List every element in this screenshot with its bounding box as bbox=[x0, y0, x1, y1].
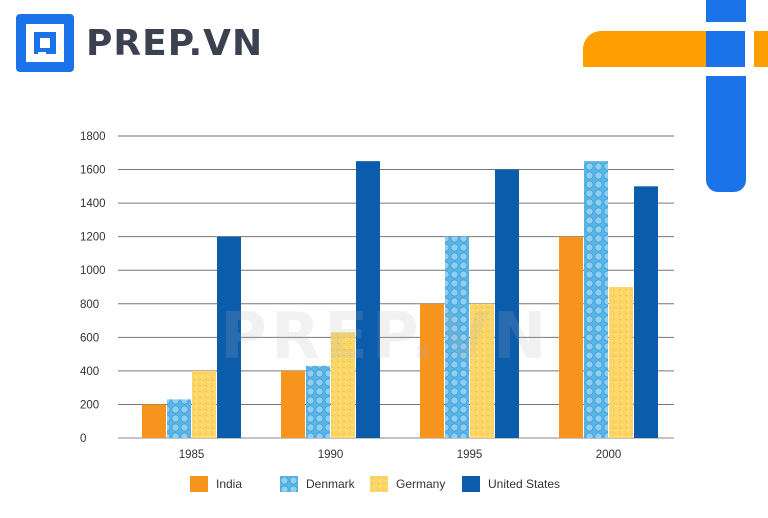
y-tick-label: 1800 bbox=[80, 131, 106, 143]
legend-item-germany: Germany bbox=[370, 476, 445, 492]
decor-white-cross-v bbox=[745, 31, 754, 67]
brand-logo: PREP.VN bbox=[14, 12, 263, 74]
legend-item-india: India bbox=[190, 476, 242, 492]
x-tick-label: 1990 bbox=[318, 449, 344, 461]
y-tick-label: 1200 bbox=[80, 232, 106, 244]
decor-blue-bar bbox=[706, 0, 746, 192]
bar-india-2000 bbox=[559, 236, 583, 438]
legend-label-germany: Germany bbox=[396, 477, 446, 491]
y-tick-label: 600 bbox=[80, 332, 99, 344]
bar-denmark-1985 bbox=[167, 399, 191, 438]
legend-swatch-germany bbox=[370, 476, 388, 492]
bar-india-1985 bbox=[142, 404, 166, 438]
legend-swatch-united-states bbox=[462, 476, 480, 492]
bar-united-states-1995 bbox=[495, 169, 519, 439]
y-tick-label: 200 bbox=[80, 399, 99, 411]
prep-logo-icon bbox=[16, 14, 74, 72]
legend-label-united-states: United States bbox=[488, 477, 561, 491]
decor-white-gap bbox=[706, 67, 746, 76]
y-tick-label: 1600 bbox=[80, 165, 106, 177]
legend-swatch-india bbox=[190, 476, 208, 492]
legend-item-united-states: United States bbox=[462, 476, 560, 492]
decor-white-cross-h bbox=[706, 22, 768, 31]
bar-india-1990 bbox=[281, 370, 305, 438]
brand-name: PREP.VN bbox=[86, 22, 264, 64]
bar-denmark-2000 bbox=[584, 161, 608, 438]
y-tick-label: 0 bbox=[80, 433, 86, 445]
legend-label-india: India bbox=[216, 477, 243, 491]
y-tick-label: 400 bbox=[80, 366, 99, 378]
x-tick-label: 1985 bbox=[179, 449, 205, 461]
x-tick-label: 1995 bbox=[457, 449, 483, 461]
bar-united-states-1990 bbox=[356, 161, 380, 438]
x-tick-label: 2000 bbox=[596, 449, 622, 461]
bar-germany-1985 bbox=[192, 370, 216, 438]
legend-label-denmark: Denmark bbox=[306, 477, 355, 491]
bar-germany-2000 bbox=[609, 287, 633, 438]
bar-united-states-1985 bbox=[217, 236, 241, 438]
watermark-text: PREP.VN bbox=[220, 300, 551, 374]
y-tick-label: 1400 bbox=[80, 198, 106, 210]
chart-legend: India Denmark Germany United States bbox=[0, 476, 768, 500]
bar-denmark-1990 bbox=[306, 365, 330, 438]
y-tick-label: 800 bbox=[80, 299, 99, 311]
y-tick-label: 1000 bbox=[80, 265, 106, 277]
bar-germany-1995 bbox=[470, 303, 494, 438]
legend-item-denmark: Denmark bbox=[280, 476, 355, 492]
bar-germany-1990 bbox=[331, 332, 355, 438]
legend-swatch-denmark bbox=[280, 476, 298, 492]
bar-denmark-1995 bbox=[445, 236, 469, 438]
bar-india-1995 bbox=[420, 303, 444, 438]
bar-united-states-2000 bbox=[634, 186, 658, 438]
